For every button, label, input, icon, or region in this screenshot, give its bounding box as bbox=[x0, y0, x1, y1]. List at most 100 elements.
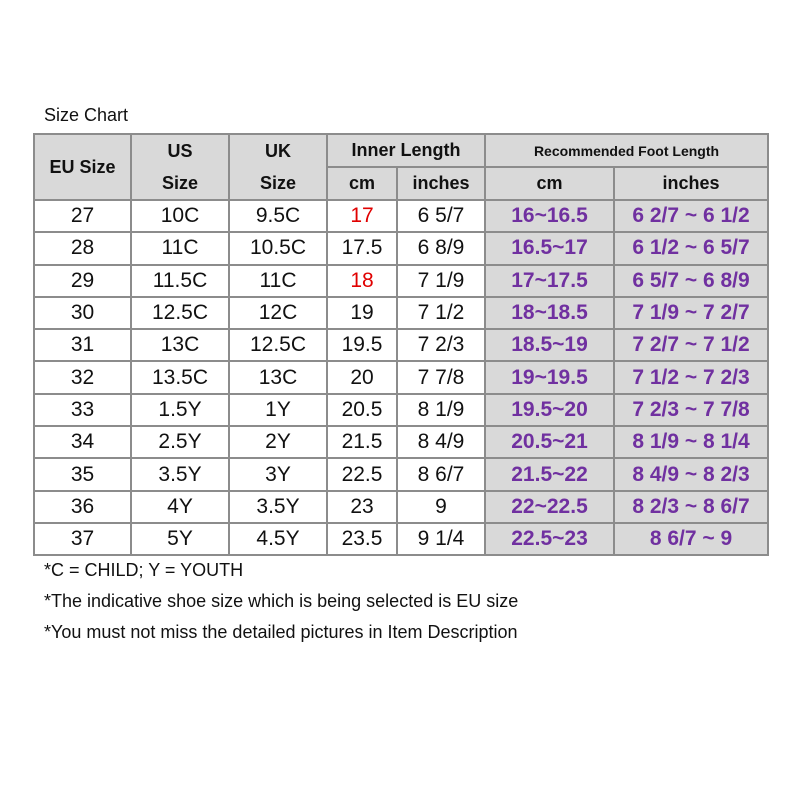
table-cell: 32 bbox=[33, 360, 132, 395]
header-cell: Recommended Foot Length bbox=[484, 133, 769, 168]
table-body: 27 10C 9.5C 17 6 5/7 16~16.5 6 2/7 ~ 6 1/2 28 11… bbox=[33, 198, 769, 557]
table-cell: 22~22.5 bbox=[484, 489, 615, 524]
table-cell: 12.5C bbox=[130, 295, 230, 331]
table-row: 35 3.5Y 3Y 22.5 8 6/7 21.5~22 8 4/9 ~ 8 2/3 bbox=[33, 457, 769, 492]
table-cell: 23 bbox=[326, 489, 398, 524]
header-cell: Inner Length bbox=[326, 133, 486, 168]
table-cell: 11.5C bbox=[130, 263, 230, 298]
notes: *C = CHILD; Y = YOUTH *The indicative sho… bbox=[44, 558, 518, 651]
table-cell: 31 bbox=[33, 328, 132, 363]
table-row: 37 5Y 4.5Y 23.5 9 1/4 22.5~23 8 6/7 ~ 9 bbox=[33, 521, 769, 557]
table-cell: 7 1/2 ~ 7 2/3 bbox=[613, 360, 769, 395]
table-cell: 1Y bbox=[228, 392, 328, 428]
table-header: EU Size US Size UK Size Inner Length Recom… bbox=[33, 133, 769, 201]
table-cell: 8 2/3 ~ 8 6/7 bbox=[613, 489, 769, 524]
table-cell: 20.5 bbox=[326, 392, 398, 428]
table-cell: 19 bbox=[326, 295, 398, 331]
table-cell: 6 5/7 bbox=[396, 198, 486, 234]
table-cell: 8 6/7 bbox=[396, 457, 486, 492]
table-cell: 7 1/9 ~ 7 2/7 bbox=[613, 295, 769, 331]
table-cell: 7 1/9 bbox=[396, 263, 486, 298]
table-cell: 23.5 bbox=[326, 521, 398, 557]
table-cell: 12C bbox=[228, 295, 328, 331]
size-table: EU Size US Size UK Size Inner Length Recom… bbox=[33, 133, 769, 557]
table-cell: 7 7/8 bbox=[396, 360, 486, 395]
table-row: 29 11.5C 11C 18 7 1/9 17~17.5 6 5/7 ~ 6 8/9 bbox=[33, 263, 769, 298]
table-row: 28 11C 10.5C 17.5 6 8/9 16.5~17 6 1/2 ~ 6 5/7 bbox=[33, 231, 769, 266]
table-cell: 22.5 bbox=[326, 457, 398, 492]
table-cell: 28 bbox=[33, 231, 132, 266]
table-cell: 18 bbox=[326, 263, 398, 298]
header-line: UK bbox=[265, 141, 291, 161]
table-cell: 6 8/9 bbox=[396, 231, 486, 266]
header-cell: US Size bbox=[130, 133, 230, 201]
table-cell: 2.5Y bbox=[130, 425, 230, 460]
table-cell: 6 1/2 ~ 6 5/7 bbox=[613, 231, 769, 266]
table-cell: 12.5C bbox=[228, 328, 328, 363]
table-cell: 27 bbox=[33, 198, 132, 234]
title: Size Chart bbox=[44, 105, 129, 125]
table-cell: 7 2/7 ~ 7 1/2 bbox=[613, 328, 769, 363]
table-cell: 18.5~19 bbox=[484, 328, 615, 363]
table-cell: 17~17.5 bbox=[484, 263, 615, 298]
table-cell: 10.5C bbox=[228, 231, 328, 266]
header-cell: UK Size bbox=[228, 133, 328, 201]
table-cell: 13.5C bbox=[130, 360, 230, 395]
table-cell: 20 bbox=[326, 360, 398, 395]
table-cell: 1.5Y bbox=[130, 392, 230, 428]
table-cell: 13C bbox=[130, 328, 230, 363]
table-cell: 17.5 bbox=[326, 231, 398, 266]
table-cell: 8 1/9 ~ 8 1/4 bbox=[613, 425, 769, 460]
table-cell: 3.5Y bbox=[228, 489, 328, 524]
header-line: Size bbox=[259, 173, 297, 193]
table-cell: 8 4/9 ~ 8 2/3 bbox=[613, 457, 769, 492]
table-row: 31 13C 12.5C 19.5 7 2/3 18.5~19 7 2/7 ~ 7 1/2 bbox=[33, 328, 769, 363]
table-cell: 6 2/7 ~ 6 1/2 bbox=[613, 198, 769, 234]
table-cell: 33 bbox=[33, 392, 132, 428]
table-cell: 3.5Y bbox=[130, 457, 230, 492]
table-cell: 29 bbox=[33, 263, 132, 298]
table-cell: 2Y bbox=[228, 425, 328, 460]
table-cell: 20.5~21 bbox=[484, 425, 615, 460]
table-cell: 35 bbox=[33, 457, 132, 492]
table-cell: 4Y bbox=[130, 489, 230, 524]
table-cell: 30 bbox=[33, 295, 132, 331]
table-cell: 8 6/7 ~ 9 bbox=[613, 521, 769, 557]
table-cell: 19~19.5 bbox=[484, 360, 615, 395]
table-cell: 21.5~22 bbox=[484, 457, 615, 492]
table-cell: 9 1/4 bbox=[396, 521, 486, 557]
table-cell: 7 1/2 bbox=[396, 295, 486, 331]
note: *The indicative shoe size which is being… bbox=[44, 591, 519, 611]
table-row: 30 12.5C 12C 19 7 1/2 18~18.5 7 1/9 ~ 7 2/7 bbox=[33, 295, 769, 331]
table-cell: 19.5~20 bbox=[484, 392, 615, 428]
table-cell: 18~18.5 bbox=[484, 295, 615, 331]
table-cell: 11C bbox=[130, 231, 230, 266]
table-row: 36 4Y 3.5Y 23 9 22~22.5 8 2/3 ~ 8 6/7 bbox=[33, 489, 769, 524]
header-cell: EU Size bbox=[33, 133, 132, 201]
header-cell: inches bbox=[396, 166, 486, 201]
table-cell: 8 4/9 bbox=[396, 425, 486, 460]
table-cell: 10C bbox=[130, 198, 230, 234]
table-cell: 9 bbox=[396, 489, 486, 524]
table-cell: 17 bbox=[326, 198, 398, 234]
table-cell: 11C bbox=[228, 263, 328, 298]
note: *C = CHILD; Y = YOUTH bbox=[44, 560, 244, 580]
table-cell: 5Y bbox=[130, 521, 230, 557]
header-cell: inches bbox=[613, 166, 769, 201]
header-cell: cm bbox=[326, 166, 398, 201]
table-cell: 21.5 bbox=[326, 425, 398, 460]
table-row: 27 10C 9.5C 17 6 5/7 16~16.5 6 2/7 ~ 6 1/2 bbox=[33, 198, 769, 234]
table-cell: 16~16.5 bbox=[484, 198, 615, 234]
header-line: Size bbox=[161, 173, 199, 193]
header-cell: cm bbox=[484, 166, 615, 201]
header-line: US bbox=[167, 141, 193, 161]
table-cell: 7 2/3 ~ 7 7/8 bbox=[613, 392, 769, 428]
table-cell: 8 1/9 bbox=[396, 392, 486, 428]
table-cell: 7 2/3 bbox=[396, 328, 486, 363]
table-cell: 37 bbox=[33, 521, 132, 557]
table-cell: 6 5/7 ~ 6 8/9 bbox=[613, 263, 769, 298]
table-cell: 4.5Y bbox=[228, 521, 328, 557]
table-cell: 9.5C bbox=[228, 198, 328, 234]
table-cell: 36 bbox=[33, 489, 132, 524]
